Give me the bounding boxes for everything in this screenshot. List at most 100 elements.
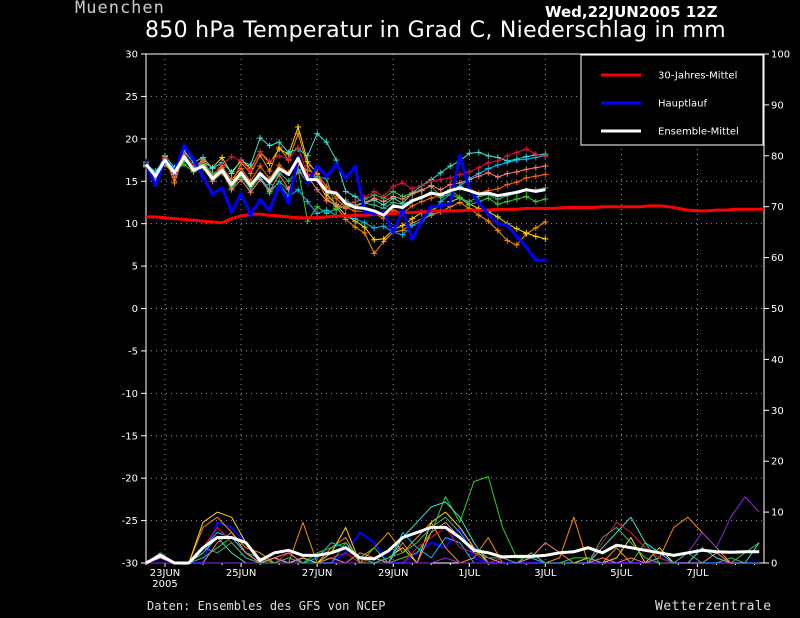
temp-point-ens-orange <box>494 227 501 234</box>
y-right-tick-label: 90 <box>771 100 784 111</box>
temp-point-ens-aqua <box>342 188 349 195</box>
precip-line-ens-violet <box>146 496 760 564</box>
temp-point-ens-cyan <box>361 219 368 226</box>
precip-line-ensemble-mittel <box>145 525 760 565</box>
y-right-tick-label: 80 <box>771 151 784 162</box>
temp-point-ens-darkorange <box>428 195 435 202</box>
temp-point-ens-yellow <box>523 229 530 236</box>
temp-point-ens-aqua <box>314 130 321 137</box>
temp-point-ens-orange <box>504 237 511 244</box>
legend: 30-Jahres-Mittel Hauptlauf Ensemble-Mittel <box>580 54 764 146</box>
temp-point-ens-aqua <box>352 193 359 200</box>
temp-point-hauptlauf <box>494 220 501 227</box>
temp-point-ens-green <box>504 198 511 205</box>
temp-point-ens-crimson <box>485 159 492 166</box>
temp-point-ens-salmon <box>380 198 387 205</box>
temp-point-ens-darkorange <box>513 179 520 186</box>
temp-point-ens-darkorange <box>333 195 340 202</box>
temp-point-ens-aqua <box>485 152 492 159</box>
temp-point-ens-cyan <box>304 198 311 205</box>
temp-point-ens-yellow <box>304 158 311 165</box>
temp-point-ens-crimson <box>276 152 283 159</box>
temp-point-ens-seagreen <box>333 207 340 214</box>
temp-point-ens-aqua <box>266 142 273 149</box>
temp-point-hauptlauf <box>418 217 425 224</box>
temp-point-ens-crimson <box>523 146 530 153</box>
temp-point-ens-cyan <box>323 207 330 214</box>
temp-point-ens-crimson <box>447 174 454 181</box>
temp-point-ens-crimson <box>475 164 482 171</box>
temp-point-ens-aqua <box>323 139 330 146</box>
temp-point-ens-salmon <box>266 188 273 195</box>
y-right-tick-label: 20 <box>771 457 784 468</box>
temp-point-hauptlauf <box>523 244 530 251</box>
temp-point-hauptlauf <box>152 182 159 189</box>
temp-point-ens-crimson <box>399 179 406 186</box>
temp-point-hauptlauf <box>323 173 330 180</box>
precip-line-ens-seagreen <box>145 516 760 564</box>
x-tick-label: 29JUN <box>378 568 408 579</box>
temp-point-ens-aqua <box>447 162 454 169</box>
temp-point-ens-darkorange <box>523 174 530 181</box>
temp-point-ens-salmon <box>428 182 435 189</box>
temp-point-ens-green <box>314 203 321 210</box>
temp-point-ens-salmon <box>456 179 463 186</box>
temp-point-ens-salmon <box>371 195 378 202</box>
y-right-tick-label: 30 <box>771 406 784 417</box>
temp-point-ens-seagreen <box>456 195 463 202</box>
temp-point-hauptlauf <box>266 207 273 214</box>
temp-point-ens-cyan <box>523 156 530 163</box>
y-left-tick-label: -30 <box>122 559 138 570</box>
temp-point-ens-cyan <box>380 223 387 230</box>
temp-point-hauptlauf <box>513 233 520 240</box>
temp-point-ens-aqua <box>304 152 311 159</box>
legend-label: Ensemble-Mittel <box>658 127 739 138</box>
temp-point-ens-darkorange <box>342 204 349 211</box>
temp-point-ens-salmon <box>228 186 235 193</box>
temp-point-hauptlauf <box>285 199 292 206</box>
temp-point-ens-yellow <box>295 123 302 130</box>
temp-point-hauptlauf <box>228 208 235 215</box>
temp-point-ens-salmon <box>494 174 501 181</box>
temp-point-ens-crimson <box>532 151 539 158</box>
temp-point-ens-crimson <box>466 168 473 175</box>
temp-point-ens-orange <box>371 250 378 257</box>
temp-point-ens-salmon <box>542 162 549 169</box>
temp-point-ens-aqua <box>437 169 444 176</box>
temp-point-ens-salmon <box>238 176 245 183</box>
temp-point-ens-salmon <box>504 170 511 177</box>
y-left-tick-label: -5 <box>128 346 138 357</box>
temp-point-ens-crimson <box>390 183 397 190</box>
temp-point-ens-green <box>390 188 397 195</box>
legend-label: 30-Jahres-Mittel <box>658 71 737 82</box>
x-tick-label: 7JUL <box>686 568 709 579</box>
plot-frame <box>145 53 765 564</box>
y-left-tick-label: -20 <box>122 474 138 485</box>
temp-point-ens-seagreen <box>371 202 378 209</box>
temp-point-ens-orange <box>352 224 359 231</box>
temp-point-ens-crimson <box>238 157 245 164</box>
temp-point-ens-salmon <box>247 189 254 196</box>
temp-point-ens-aqua <box>276 139 283 146</box>
temp-point-ens-crimson <box>456 171 463 178</box>
y-right-tick-label: 60 <box>771 253 784 264</box>
temp-point-ens-cyan <box>504 159 511 166</box>
temp-point-ens-darkorange <box>409 202 416 209</box>
temp-point-ens-salmon <box>390 193 397 200</box>
x-tick-label: 27JUN <box>302 568 332 579</box>
temp-point-ens-crimson <box>285 156 292 163</box>
temp-point-ens-salmon <box>314 186 321 193</box>
temp-point-ens-crimson <box>295 144 302 151</box>
temp-point-hauptlauf <box>447 200 454 207</box>
temp-point-ens-orange <box>513 241 520 248</box>
provider-credit: Wetterzentrale <box>655 599 772 614</box>
x-tick-label: 25JUN <box>226 568 256 579</box>
temp-point-hauptlauf <box>390 229 397 236</box>
temp-point-ens-yellow <box>513 225 520 232</box>
legend-label: Hauptlauf <box>658 99 707 110</box>
temp-point-ens-salmon <box>323 197 330 204</box>
temp-point-ens-orange <box>542 218 549 225</box>
x-tick-sublabel: 2005 <box>152 579 177 590</box>
temp-point-ens-crimson <box>371 188 378 195</box>
